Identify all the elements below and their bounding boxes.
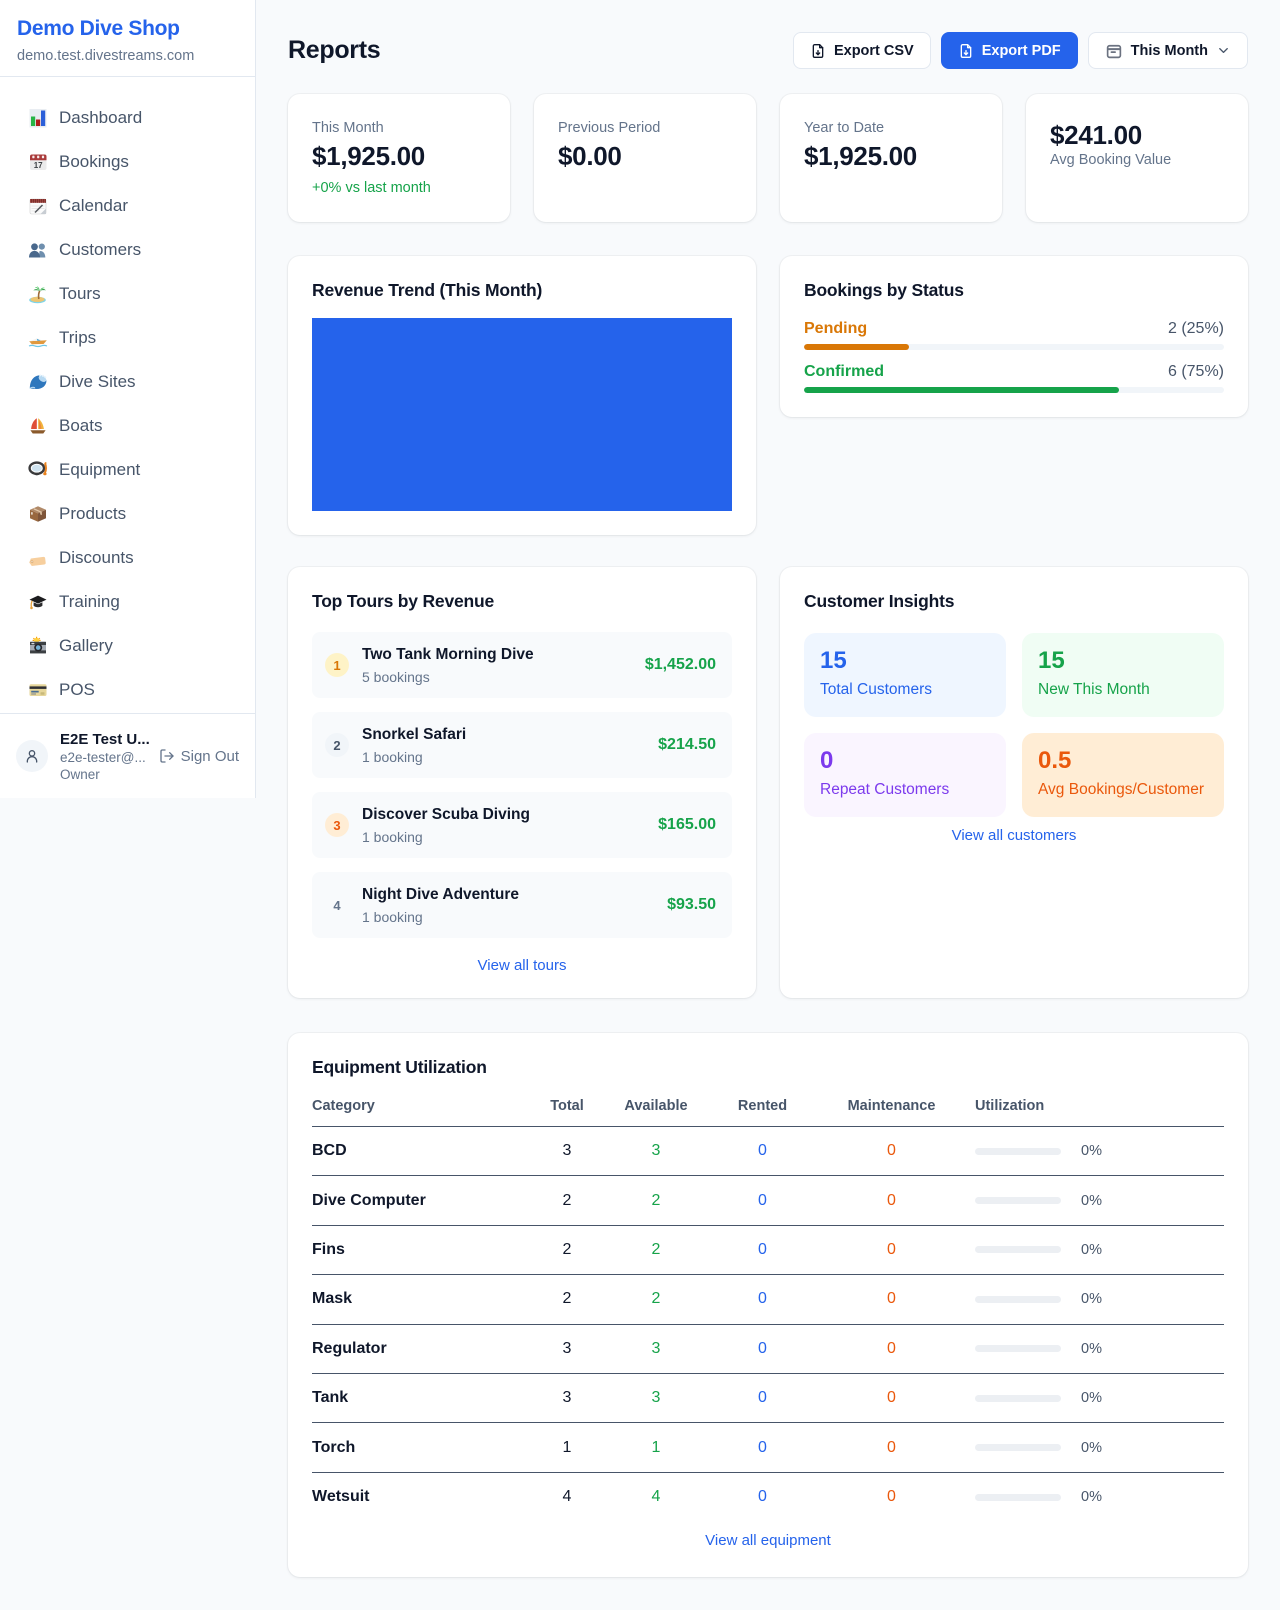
svg-text:17: 17 bbox=[34, 161, 43, 170]
